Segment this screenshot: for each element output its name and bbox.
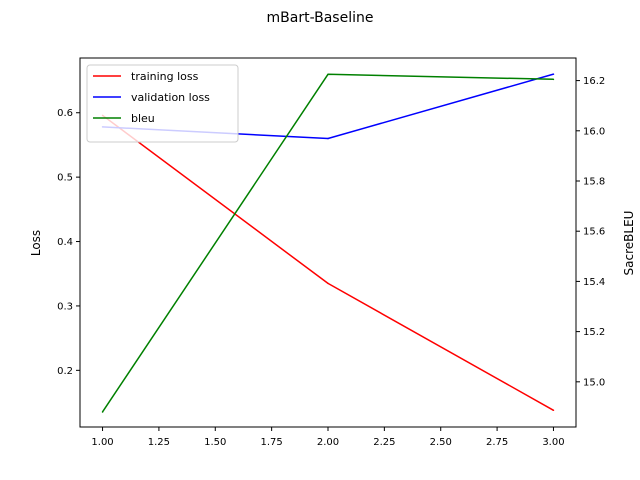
legend-label: training loss: [131, 70, 199, 83]
right-y-tick-label: 15.0: [583, 377, 605, 388]
legend-label: validation loss: [131, 91, 210, 104]
data-point-validation-loss: [552, 73, 555, 75]
right-y-tick-label: 15.4: [583, 277, 605, 288]
data-point-validation-loss: [327, 137, 329, 140]
axes-layer: 1.00 1.25 1.50 1.75 2.00 2.25 2.50 2.75 3.00 0.2 0…: [57, 76, 605, 448]
legend-box: [86, 64, 239, 143]
x-tick-label: 2.00: [317, 437, 339, 448]
right-y-tick-label: 16.2: [583, 76, 605, 87]
left-y-tick-label: 0.3: [57, 301, 73, 312]
data-point-bleu: [552, 78, 555, 81]
left-axis-label: Loss: [29, 230, 43, 256]
right-y-tick-label: 16.0: [583, 126, 605, 137]
x-tick-label: 2.75: [486, 437, 508, 448]
data-point-bleu: [327, 73, 329, 76]
x-tick-label: 1.25: [148, 437, 170, 448]
x-tick-label: 2.50: [430, 437, 452, 448]
x-tick-label: 1.00: [91, 437, 113, 448]
x-tick-label: 1.75: [261, 437, 283, 448]
legend-label: bleu: [131, 112, 155, 125]
legend: training loss validation loss bleu: [86, 64, 239, 143]
right-y-tick-label: 15.2: [583, 327, 605, 338]
left-y-tick-label: 0.4: [57, 237, 73, 248]
right-y-tick-label: 15.8: [583, 177, 605, 188]
right-axis-label: SacreBLEU: [622, 211, 636, 276]
left-y-tick-label: 0.6: [57, 108, 73, 119]
left-y-tick-label: 0.5: [57, 173, 73, 184]
left-y-tick-label: 0.2: [57, 366, 73, 377]
right-y-tick-label: 15.6: [583, 227, 605, 238]
x-tick-label: 3.00: [542, 437, 564, 448]
x-tick-label: 1.50: [204, 437, 226, 448]
data-point-training-loss: [552, 409, 555, 412]
data-point-bleu: [101, 411, 104, 413]
chart-title: mBart-Baseline: [267, 10, 374, 26]
data-point-training-loss: [327, 282, 329, 285]
series-line-training-loss: [102, 114, 554, 411]
x-tick-label: 2.25: [373, 437, 395, 448]
